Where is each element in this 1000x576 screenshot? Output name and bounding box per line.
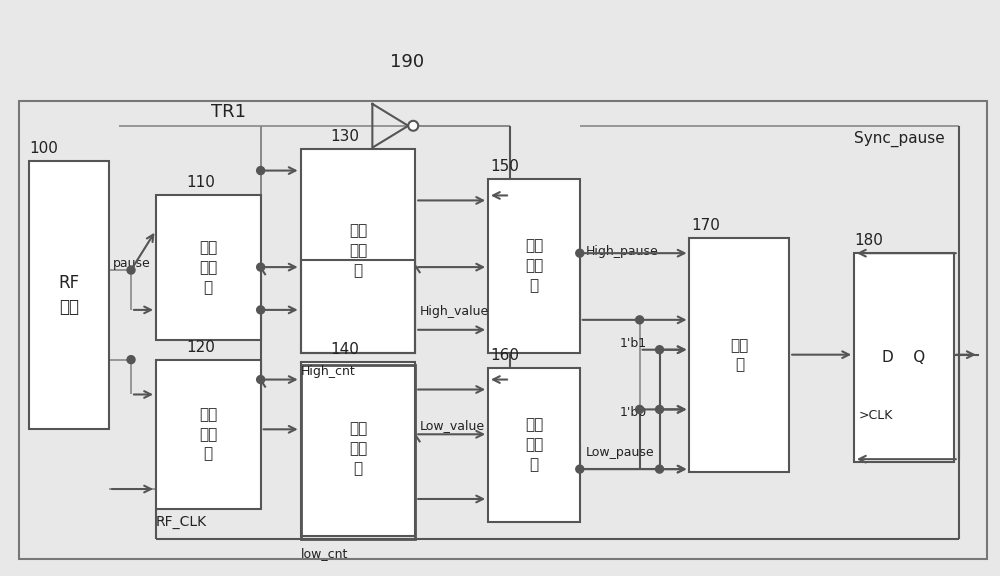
Text: 120: 120 — [186, 340, 215, 355]
Circle shape — [257, 306, 265, 314]
Text: 第二
计数
器: 第二 计数 器 — [199, 407, 217, 461]
Text: High_pause: High_pause — [586, 245, 659, 258]
Text: 180: 180 — [854, 233, 883, 248]
Text: 100: 100 — [29, 141, 58, 156]
Text: 150: 150 — [490, 158, 519, 173]
Circle shape — [257, 166, 265, 175]
Text: High_value: High_value — [420, 305, 489, 318]
Text: RF
模块: RF 模块 — [59, 274, 80, 316]
Bar — [488, 179, 580, 353]
Text: 110: 110 — [186, 176, 215, 191]
Text: >CLK: >CLK — [859, 410, 893, 422]
Text: 170: 170 — [691, 218, 720, 233]
Circle shape — [636, 406, 644, 414]
Text: 190: 190 — [390, 53, 424, 71]
Circle shape — [636, 316, 644, 324]
Bar — [156, 195, 261, 340]
Circle shape — [127, 266, 135, 274]
Text: 第一
计数
器: 第一 计数 器 — [199, 240, 217, 295]
Bar — [19, 101, 987, 559]
Text: 第一
寄存
器: 第一 寄存 器 — [349, 223, 367, 278]
Text: 第二
寄存
器: 第二 寄存 器 — [349, 422, 367, 476]
Bar — [854, 253, 954, 462]
Text: D    Q: D Q — [882, 350, 926, 365]
Bar — [689, 238, 789, 472]
Circle shape — [576, 465, 584, 473]
Bar — [29, 161, 109, 429]
Circle shape — [576, 249, 584, 257]
Circle shape — [257, 376, 265, 384]
Circle shape — [127, 355, 135, 363]
Text: Low_value: Low_value — [420, 419, 485, 433]
Circle shape — [656, 346, 664, 354]
Text: High_cnt: High_cnt — [301, 365, 355, 378]
Text: low_cnt: low_cnt — [301, 547, 348, 560]
Text: Low_pause: Low_pause — [586, 446, 654, 459]
Text: 1'b0: 1'b0 — [620, 406, 647, 419]
Text: 130: 130 — [330, 128, 359, 143]
Text: 第一
比较
器: 第一 比较 器 — [525, 238, 543, 293]
Bar — [301, 362, 415, 536]
Text: RF_CLK: RF_CLK — [156, 515, 207, 529]
Circle shape — [656, 465, 664, 473]
Circle shape — [257, 263, 265, 271]
Text: pause: pause — [113, 257, 151, 270]
Text: 160: 160 — [490, 348, 519, 363]
Text: 1'b1: 1'b1 — [620, 337, 647, 350]
Text: TR1: TR1 — [211, 103, 246, 121]
Text: 第二
比较
器: 第二 比较 器 — [525, 418, 543, 472]
Bar — [301, 149, 415, 353]
Text: 140: 140 — [330, 342, 359, 357]
Text: Sync_pause: Sync_pause — [854, 131, 945, 147]
Bar — [301, 365, 415, 539]
Bar — [156, 359, 261, 509]
Bar — [488, 367, 580, 522]
Bar — [301, 260, 415, 353]
Text: 选择
器: 选择 器 — [730, 338, 748, 373]
Circle shape — [408, 121, 418, 131]
Circle shape — [656, 406, 664, 414]
